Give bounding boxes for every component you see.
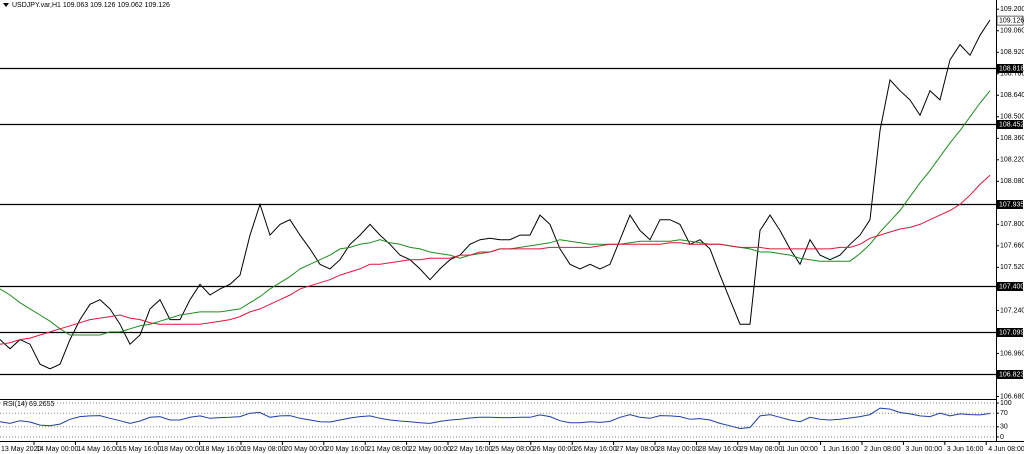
x-tick-label: 22 May 16:00	[450, 446, 493, 453]
y-tick-label: 30	[1000, 424, 1008, 431]
y-tick-label: 108.780	[1000, 71, 1024, 78]
x-tick-label: 28 May 00:00	[657, 446, 700, 453]
series-line	[0, 19, 991, 370]
x-tick-label: 1 Jun 00:00	[781, 446, 818, 453]
y-tick-label: 109.200	[1000, 6, 1024, 13]
y-tick-label: 100	[1000, 400, 1012, 407]
y-tick-label: 106.960	[1000, 350, 1024, 357]
x-tick-label: 13 May 2020	[1, 446, 42, 453]
x-tick-label: 3 Jun 00:00	[905, 446, 942, 453]
x-tick-label: 25 May 08:00	[491, 446, 534, 453]
y-tick-label: 108.360	[1000, 135, 1024, 142]
level-label-box	[997, 282, 1023, 291]
x-tick-label: 21 May 08:00	[367, 446, 410, 453]
y-tick-label: 107.520	[1000, 264, 1024, 271]
x-tick-label: 27 May 08:00	[616, 446, 659, 453]
level-label-box	[997, 64, 1023, 73]
level-label-box	[997, 120, 1023, 129]
y-tick-label: 108.920	[1000, 49, 1024, 56]
indicator-title: RSI(14) 69.2655	[3, 401, 54, 408]
x-tick-label: 22 May 00:00	[409, 446, 452, 453]
y-tick-label: 108.220	[1000, 157, 1024, 164]
level-label-box	[997, 200, 1023, 209]
x-tick-label: 19 May 08:00	[243, 446, 286, 453]
x-tick-label: 28 May 16:00	[698, 446, 741, 453]
y-tick-label: 107.660	[1000, 243, 1024, 250]
x-tick-label: 2 Jun 08:00	[864, 446, 901, 453]
x-tick-label: 20 May 00:00	[284, 446, 327, 453]
level-label-box	[997, 328, 1023, 337]
x-tick-label: 14 May 16:00	[77, 446, 120, 453]
level-label-box	[997, 370, 1023, 379]
series-line	[0, 174, 991, 345]
x-tick-label: 3 Jun 16:00	[947, 446, 984, 453]
y-tick-label: 108.640	[1000, 92, 1024, 99]
chart-title: USDJPY.var,H1 109.063 109.126 109.062 10…	[12, 2, 170, 9]
x-tick-label: 15 May 16:00	[119, 446, 162, 453]
last-price-label: 109.126	[999, 17, 1024, 24]
level-label: 108.818	[999, 65, 1024, 72]
last-price-box	[996, 15, 1024, 26]
series-line	[0, 407, 991, 430]
x-tick-label: 26 May 00:00	[533, 446, 576, 453]
x-tick-label: 18 May 16:00	[202, 446, 245, 453]
level-label: 107.400	[999, 283, 1024, 290]
x-tick-label: 1 Jun 16:00	[823, 446, 860, 453]
x-tick-label: 4 Jun 08:00	[988, 446, 1024, 453]
y-tick-label: 0	[1000, 434, 1004, 441]
x-tick-label: 18 May 00:00	[160, 446, 203, 453]
y-tick-label: 106.680	[1000, 393, 1024, 400]
x-tick-label: 29 May 08:00	[740, 446, 783, 453]
y-tick-label: 109.060	[1000, 28, 1024, 35]
menu-arrow[interactable]	[3, 3, 9, 7]
level-label: 107.935	[999, 201, 1024, 208]
y-tick-label: 108.500	[1000, 114, 1024, 121]
x-tick-label: 26 May 16:00	[574, 446, 617, 453]
y-tick-label: 70	[1000, 410, 1008, 417]
x-tick-label: 14 May 00:00	[36, 446, 79, 453]
y-tick-label: 107.240	[1000, 307, 1024, 314]
y-tick-label: 108.080	[1000, 178, 1024, 185]
level-label: 106.823	[999, 371, 1024, 378]
level-label: 108.452	[999, 121, 1024, 128]
level-label: 107.099	[999, 329, 1024, 336]
y-tick-label: 107.800	[1000, 221, 1024, 228]
x-tick-label: 20 May 16:00	[326, 446, 369, 453]
